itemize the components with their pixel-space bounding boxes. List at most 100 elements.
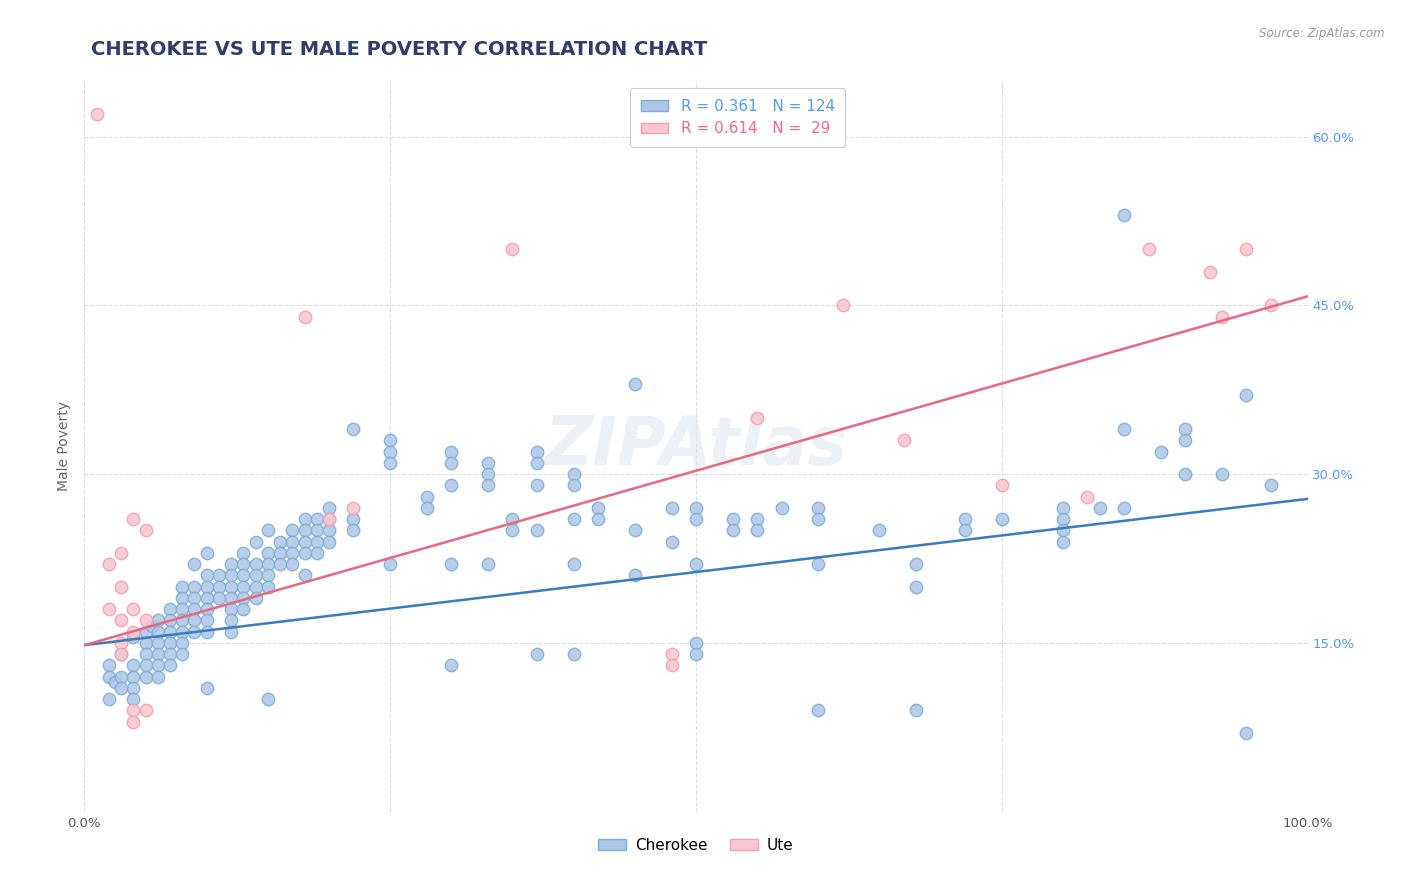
Point <box>318 534 340 549</box>
Point <box>110 614 132 628</box>
Point <box>1052 534 1074 549</box>
Point <box>146 658 169 673</box>
Legend: Cherokee, Ute: Cherokee, Ute <box>592 831 800 859</box>
Point <box>440 444 463 458</box>
Point <box>526 456 548 470</box>
Point <box>269 534 291 549</box>
Point <box>281 546 304 560</box>
Point <box>953 512 976 526</box>
Point <box>110 681 132 695</box>
Point <box>305 524 328 538</box>
Point <box>526 524 548 538</box>
Point <box>159 636 181 650</box>
Point <box>1236 388 1258 402</box>
Point <box>1174 422 1197 436</box>
Point <box>122 703 145 717</box>
Point <box>1137 242 1160 256</box>
Point <box>440 456 463 470</box>
Point <box>502 512 524 526</box>
Point <box>586 512 609 526</box>
Point <box>122 512 145 526</box>
Point <box>159 614 181 628</box>
Point <box>807 557 830 571</box>
Point <box>110 670 132 684</box>
Point <box>294 568 316 582</box>
Point <box>526 478 548 492</box>
Point <box>269 546 291 560</box>
Point <box>232 591 254 605</box>
Point <box>747 410 769 425</box>
Point <box>416 500 439 515</box>
Point <box>172 602 194 616</box>
Point <box>219 568 242 582</box>
Point <box>1260 478 1282 492</box>
Point <box>562 647 585 661</box>
Point <box>991 478 1014 492</box>
Point <box>893 434 915 448</box>
Point <box>135 703 157 717</box>
Point <box>1114 208 1136 222</box>
Point <box>183 602 205 616</box>
Point <box>159 658 181 673</box>
Point <box>685 557 707 571</box>
Point <box>685 647 707 661</box>
Point <box>257 580 280 594</box>
Point <box>122 658 145 673</box>
Point <box>661 658 683 673</box>
Point <box>318 512 340 526</box>
Point <box>562 512 585 526</box>
Point <box>526 444 548 458</box>
Text: CHEROKEE VS UTE MALE POVERTY CORRELATION CHART: CHEROKEE VS UTE MALE POVERTY CORRELATION… <box>91 40 707 59</box>
Point <box>183 580 205 594</box>
Point <box>380 456 402 470</box>
Point <box>1052 524 1074 538</box>
Point <box>104 675 127 690</box>
Point <box>141 619 163 633</box>
Point <box>257 568 280 582</box>
Point <box>905 557 928 571</box>
Point <box>661 647 683 661</box>
Point <box>342 422 364 436</box>
Point <box>208 580 231 594</box>
Point <box>747 524 769 538</box>
Point <box>159 624 181 639</box>
Point <box>807 500 830 515</box>
Point <box>195 591 218 605</box>
Point <box>208 591 231 605</box>
Point <box>562 478 585 492</box>
Point <box>342 524 364 538</box>
Point <box>440 478 463 492</box>
Point <box>122 714 145 729</box>
Point <box>1052 500 1074 515</box>
Point <box>526 647 548 661</box>
Point <box>146 636 169 650</box>
Point <box>1236 242 1258 256</box>
Point <box>159 647 181 661</box>
Point <box>172 647 194 661</box>
Point <box>172 591 194 605</box>
Point <box>172 636 194 650</box>
Point <box>502 242 524 256</box>
Point <box>135 636 157 650</box>
Point <box>122 692 145 706</box>
Point <box>624 524 647 538</box>
Point <box>195 624 218 639</box>
Point <box>219 624 242 639</box>
Point <box>245 580 267 594</box>
Point <box>183 624 205 639</box>
Point <box>440 658 463 673</box>
Point <box>624 568 647 582</box>
Point <box>905 703 928 717</box>
Point <box>172 580 194 594</box>
Point <box>195 614 218 628</box>
Point <box>294 310 316 324</box>
Point <box>747 512 769 526</box>
Point <box>380 434 402 448</box>
Point <box>294 512 316 526</box>
Point <box>1052 512 1074 526</box>
Point <box>146 670 169 684</box>
Point <box>135 670 157 684</box>
Point <box>905 580 928 594</box>
Point <box>318 500 340 515</box>
Point <box>440 557 463 571</box>
